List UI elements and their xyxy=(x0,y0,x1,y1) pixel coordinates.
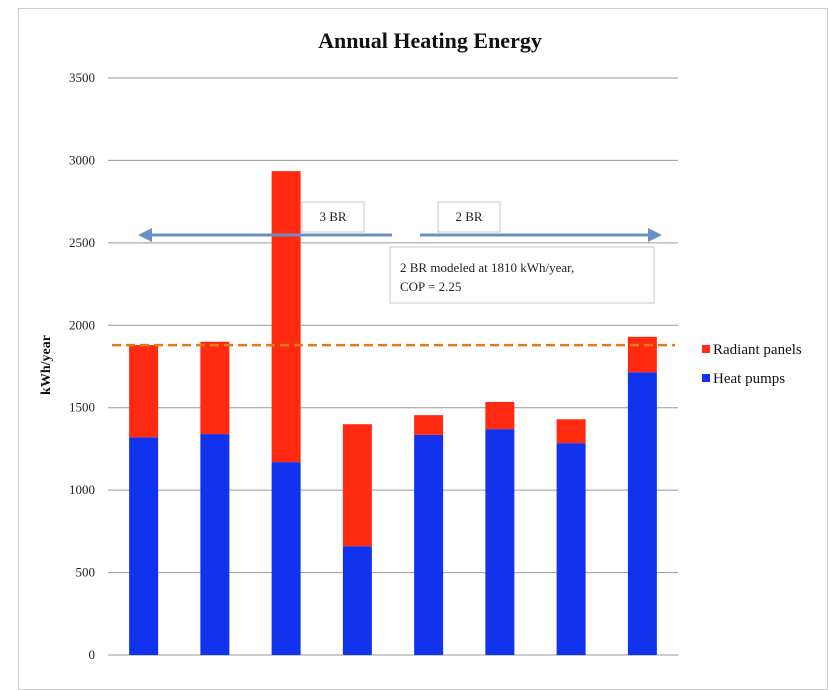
bar-radiant-panels-5 xyxy=(414,415,444,435)
label-3br: 3 BR xyxy=(319,209,346,224)
y-tick-label-0: 0 xyxy=(89,647,96,662)
bar-radiant-panels-7 xyxy=(556,419,586,444)
bar-radiant-panels-2 xyxy=(200,341,230,435)
arrow-2br-head xyxy=(648,228,662,242)
y-tick-labels: 0 500 1000 1500 2000 2500 3000 3500 xyxy=(69,70,95,662)
y-tick-label-500: 500 xyxy=(76,565,96,580)
y-tick-label-3000: 3000 xyxy=(69,152,95,167)
bar-radiant-panels-8 xyxy=(627,336,657,373)
legend-swatch-radiant-panels xyxy=(702,345,710,353)
y-tick-label-1500: 1500 xyxy=(69,400,95,415)
y-axis-label: kWh/year xyxy=(39,335,54,395)
bars-group xyxy=(129,171,657,655)
chart-canvas: Annual Heating Energy 0 500 1000 1500 2000 25… xyxy=(39,28,802,662)
chart-title: Annual Heating Energy xyxy=(318,28,542,53)
bar-heat-pumps-1 xyxy=(129,437,159,655)
legend: Radiant panels Heat pumps xyxy=(702,342,802,387)
label-2br: 2 BR xyxy=(455,209,482,224)
arrow-3br-head xyxy=(138,228,152,242)
bar-heat-pumps-3 xyxy=(271,462,301,655)
y-tick-label-3500: 3500 xyxy=(69,70,95,85)
annotation-group: 3 BR 2 BR 2 BR modeled at 1810 kWh/year,… xyxy=(138,201,662,304)
bar-radiant-panels-6 xyxy=(485,401,515,430)
note-line-1: 2 BR modeled at 1810 kWh/year, xyxy=(400,260,574,275)
y-tick-label-2000: 2000 xyxy=(69,317,95,332)
y-tick-label-1000: 1000 xyxy=(69,482,95,497)
bar-heat-pumps-2 xyxy=(200,434,230,655)
bar-heat-pumps-4 xyxy=(342,546,372,655)
label-3br-box xyxy=(301,201,365,233)
bar-heat-pumps-7 xyxy=(556,443,586,655)
legend-swatch-heat-pumps xyxy=(702,374,710,382)
bar-radiant-panels-1 xyxy=(129,345,159,438)
label-2br-box xyxy=(437,201,501,233)
note-box xyxy=(389,246,655,304)
legend-label-radiant-panels: Radiant panels xyxy=(713,342,802,358)
bar-radiant-panels-3 xyxy=(271,171,301,463)
y-tick-label-2500: 2500 xyxy=(69,235,95,250)
note-line-2: COP = 2.25 xyxy=(400,279,461,294)
bar-heat-pumps-5 xyxy=(414,434,444,655)
bar-heat-pumps-8 xyxy=(627,372,657,655)
bar-radiant-panels-4 xyxy=(342,424,372,547)
bar-heat-pumps-6 xyxy=(485,429,515,655)
grid-lines xyxy=(108,77,678,656)
legend-label-heat-pumps: Heat pumps xyxy=(713,371,785,387)
